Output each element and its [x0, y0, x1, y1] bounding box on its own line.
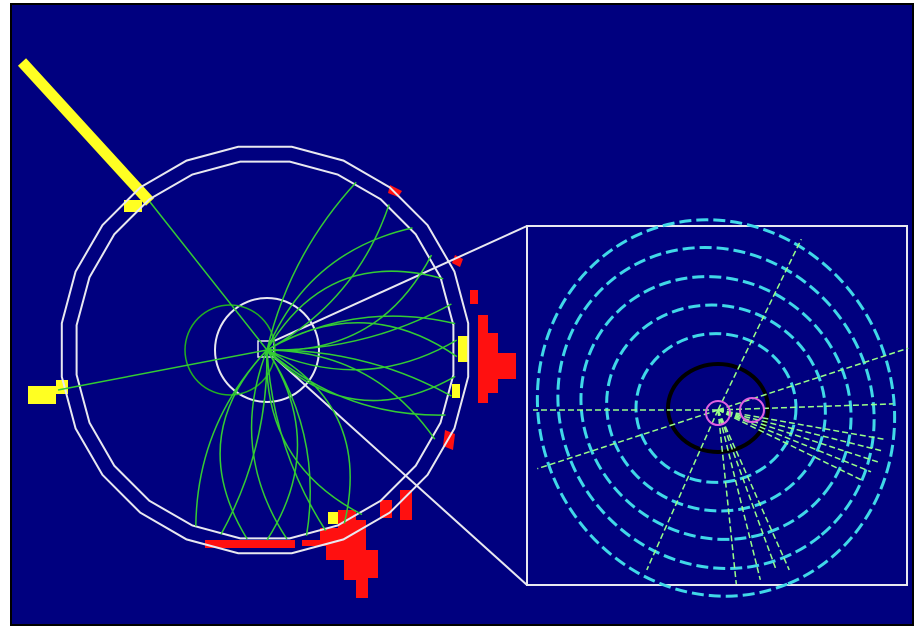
calorimeter-deposits: [17, 58, 516, 598]
track: [266, 181, 357, 351]
track: [266, 349, 456, 402]
yellow-deposit: [124, 200, 142, 212]
solenoid: [214, 297, 320, 403]
yellow-deposit: [452, 384, 460, 398]
layer: [634, 332, 798, 484]
zoom-track: [717, 409, 884, 452]
layer: [535, 218, 897, 598]
inner-ring: [75, 160, 455, 540]
zoom-track: [717, 409, 872, 473]
track: [266, 349, 452, 397]
zoom-region: [257, 340, 275, 358]
zoom-track: [717, 409, 777, 570]
track: [266, 349, 327, 532]
track: [149, 201, 268, 351]
red-deposit: [478, 315, 516, 403]
zoom-track: [646, 409, 719, 571]
zoom-track: [717, 409, 886, 441]
zoom-track: [717, 347, 909, 411]
track: [266, 303, 452, 351]
red-deposit: [302, 510, 378, 598]
layer: [605, 303, 827, 513]
track: [220, 349, 268, 535]
tracks: [57, 181, 458, 541]
outer-ring: [60, 145, 470, 555]
track: [266, 204, 390, 351]
yellow-deposit: [458, 336, 468, 362]
zoom-connector: [273, 225, 528, 342]
background: [10, 3, 914, 626]
zoom-connector: [273, 356, 528, 586]
track: [266, 349, 363, 516]
zoom-track: [537, 409, 719, 470]
track: [266, 227, 413, 351]
track: [266, 339, 458, 371]
detector-outline: [60, 145, 908, 586]
track: [266, 270, 444, 351]
track: [57, 349, 268, 391]
zoom-track: [717, 409, 790, 571]
track: [195, 349, 268, 527]
yellow-deposit: [28, 386, 56, 404]
zoom-track: [717, 409, 738, 585]
red-deposit: [205, 540, 295, 548]
silicon-layers: [535, 218, 897, 598]
track: [266, 349, 299, 541]
track: [250, 349, 288, 540]
track: [266, 322, 458, 358]
vertex: [705, 400, 731, 426]
yellow-tower: [17, 58, 155, 206]
zoom-track: [717, 409, 762, 580]
track: [266, 349, 436, 440]
track: [266, 349, 446, 416]
zoom-track: [717, 403, 893, 411]
zoom-box: [526, 225, 908, 586]
layer: [579, 275, 853, 541]
zoom-view: [533, 218, 909, 598]
vertex: [739, 397, 765, 423]
zoom-track: [717, 238, 802, 411]
red-deposit: [380, 185, 478, 520]
track: [266, 349, 351, 524]
